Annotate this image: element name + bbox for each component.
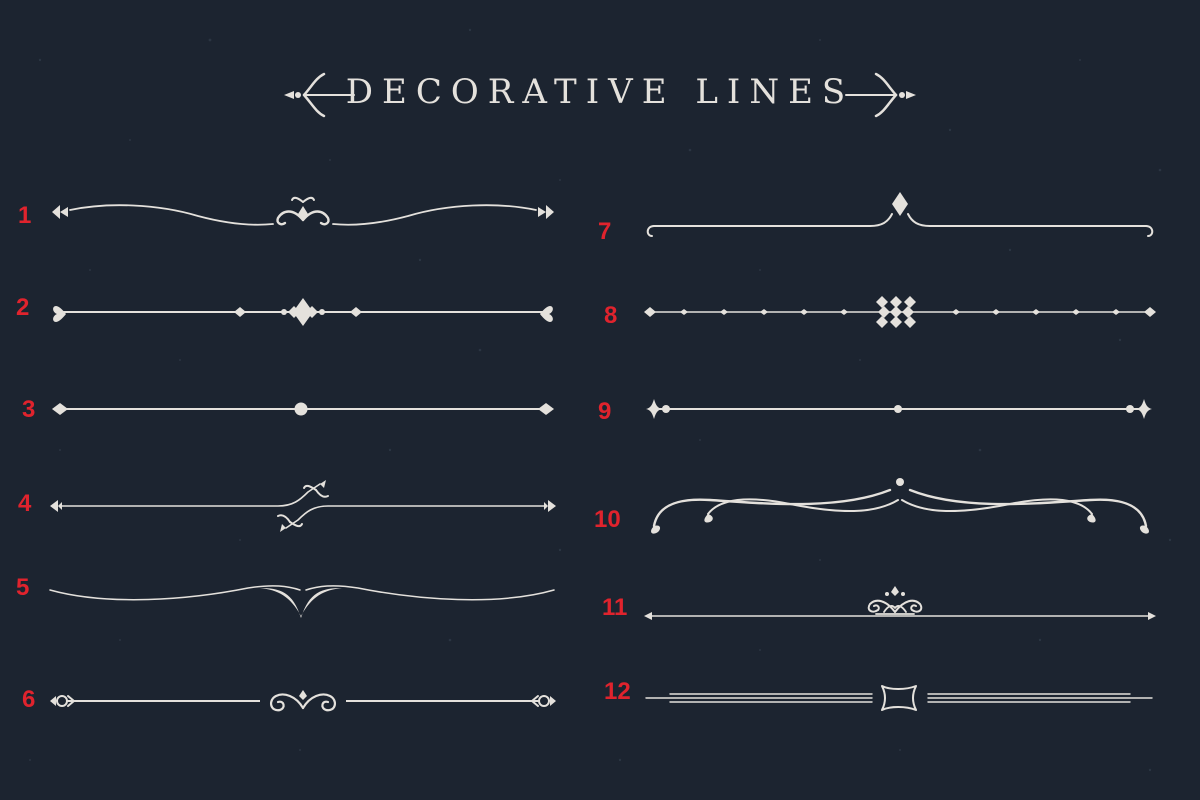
ornament-line-11 — [644, 586, 1156, 620]
number-4: 4 — [18, 490, 32, 517]
number-1: 1 — [18, 202, 32, 229]
page-title: DECORATIVE LINES — [345, 72, 855, 112]
number-2: 2 — [16, 294, 30, 321]
ornament-line-1 — [52, 196, 554, 226]
number-10: 10 — [594, 506, 621, 533]
number-11: 11 — [602, 594, 628, 621]
number-12: 12 — [604, 678, 631, 705]
ornament-line-9 — [646, 399, 1152, 419]
title-ornament-left — [284, 72, 355, 118]
number-7: 7 — [598, 218, 612, 245]
title-ornament-right — [845, 72, 916, 118]
number-5: 5 — [16, 574, 30, 601]
ornament-line-6 — [50, 690, 556, 712]
ornament-line-3 — [52, 402, 554, 416]
number-3: 3 — [22, 396, 36, 423]
number-8: 8 — [604, 302, 618, 329]
number-6: 6 — [22, 686, 36, 713]
ornament-line-12 — [645, 685, 1153, 711]
number-9: 9 — [598, 398, 612, 425]
ornament-line-4 — [50, 480, 556, 532]
ornament-line-10 — [651, 478, 1149, 534]
ornament-line-2 — [53, 298, 553, 326]
ornament-line-7 — [646, 192, 1154, 237]
ornament-line-5 — [49, 585, 555, 618]
ornament-line-8 — [644, 296, 1156, 328]
